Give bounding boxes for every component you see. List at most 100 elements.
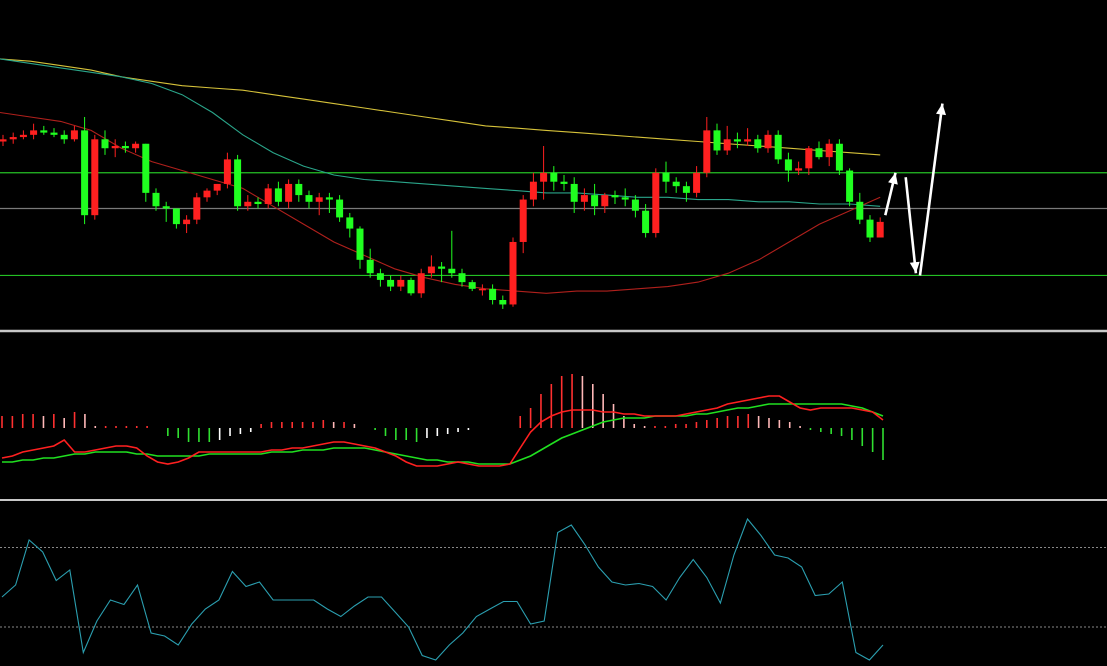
price-panel xyxy=(0,58,1107,309)
big-up-arrow-head xyxy=(936,103,946,116)
candle xyxy=(815,141,823,160)
candle xyxy=(132,141,140,153)
candle-body xyxy=(142,143,150,193)
candle-body xyxy=(19,134,27,138)
candle-body xyxy=(784,159,792,171)
candle-body xyxy=(529,181,537,200)
candle-body xyxy=(274,188,282,202)
candle-body xyxy=(193,197,201,220)
candle-body xyxy=(458,273,466,283)
candle xyxy=(764,130,772,153)
candle-body xyxy=(203,190,211,198)
candle-body xyxy=(91,139,99,216)
candle-body xyxy=(713,130,721,151)
oscillator-line xyxy=(1,517,884,661)
candle-body xyxy=(580,195,588,202)
candle xyxy=(40,125,48,135)
candle xyxy=(0,134,7,146)
candle-body xyxy=(417,273,425,294)
candle xyxy=(315,192,323,216)
candle xyxy=(193,192,201,225)
candle xyxy=(223,152,231,189)
candle-body xyxy=(856,201,864,220)
candle xyxy=(244,195,252,211)
candle xyxy=(591,183,599,216)
candle xyxy=(489,284,497,305)
candle-body xyxy=(815,148,823,158)
candle xyxy=(805,145,813,176)
candle xyxy=(478,284,486,296)
candle xyxy=(111,139,119,158)
candle-body xyxy=(336,199,344,218)
candle-body xyxy=(795,168,803,171)
candle xyxy=(509,237,517,307)
big-down-arrow-head xyxy=(909,261,920,274)
candle-body xyxy=(0,139,7,142)
candle xyxy=(499,295,507,309)
candle-body xyxy=(591,195,599,207)
candle-body xyxy=(162,206,170,209)
candle-body xyxy=(397,279,405,287)
candle xyxy=(60,130,68,144)
candle xyxy=(91,134,99,220)
candle xyxy=(856,192,864,225)
candle xyxy=(693,166,701,198)
candle-body xyxy=(876,221,884,238)
candle xyxy=(254,197,262,209)
candle xyxy=(560,175,568,191)
candle-body xyxy=(254,201,262,205)
candle xyxy=(407,277,415,296)
big-down-arrow xyxy=(904,177,920,274)
big-down-arrow-shaft xyxy=(904,177,918,274)
candle-body xyxy=(50,132,58,135)
candle xyxy=(70,125,78,142)
candle xyxy=(468,279,476,292)
candle xyxy=(274,181,282,207)
candle xyxy=(285,179,293,209)
candle-body xyxy=(40,130,48,133)
macd-dea-line xyxy=(2,403,884,465)
candle xyxy=(152,188,160,211)
candle xyxy=(774,130,782,164)
macd-dif-line xyxy=(1,395,884,467)
candle xyxy=(162,201,170,222)
candle-body xyxy=(682,186,690,193)
candle xyxy=(366,248,374,278)
candle-body xyxy=(213,183,221,191)
candle xyxy=(50,128,58,138)
candle-body xyxy=(376,273,384,280)
candle xyxy=(356,226,364,269)
candle xyxy=(203,188,211,202)
candle-body xyxy=(550,172,558,182)
candle xyxy=(652,168,660,238)
candle xyxy=(264,183,272,209)
candle xyxy=(30,123,38,140)
candle xyxy=(346,212,354,238)
candle xyxy=(723,125,731,155)
candle-body xyxy=(805,148,813,169)
candle-body xyxy=(754,139,762,149)
candle xyxy=(733,132,741,149)
candle xyxy=(866,215,874,242)
candle xyxy=(172,208,180,229)
candle xyxy=(611,190,619,205)
candle xyxy=(519,195,527,254)
moving-average-teal xyxy=(0,58,881,207)
candle-body xyxy=(835,143,843,171)
candle-body xyxy=(611,195,619,198)
candle-body xyxy=(101,139,109,149)
candle-body xyxy=(621,197,629,200)
candle-body xyxy=(846,170,854,202)
candle xyxy=(580,188,588,211)
candle xyxy=(662,161,670,193)
short-up-arrow-head xyxy=(888,172,898,185)
candle xyxy=(438,262,446,283)
candle xyxy=(234,154,242,211)
candle xyxy=(458,268,466,287)
candle xyxy=(540,145,548,200)
candle-body xyxy=(315,197,323,202)
candle xyxy=(672,177,680,193)
candle-body xyxy=(478,288,486,291)
candle-body xyxy=(295,183,303,196)
